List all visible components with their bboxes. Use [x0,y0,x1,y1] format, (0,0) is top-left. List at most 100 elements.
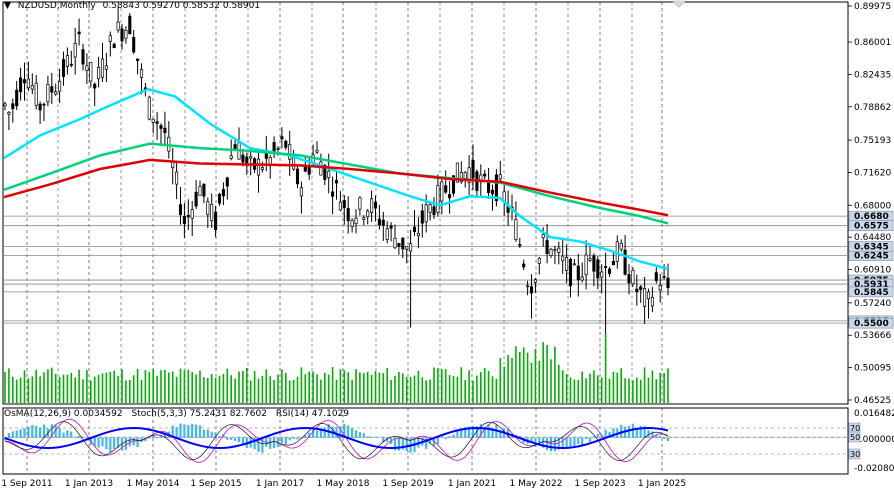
candle-body [217,193,222,204]
candle-body [77,31,81,35]
candle-body [405,245,409,250]
candle-body [194,191,198,207]
candle-body [214,211,218,231]
candle-body [580,276,584,281]
candle-body [541,234,545,239]
candle-body [319,161,323,176]
candle-body [600,271,604,278]
candle-body [108,35,112,42]
candle-body [34,82,38,106]
indicator-header: OsMA(12,26,9) 0.0034592 Stoch(5,3,3) 75.… [4,408,355,420]
candle-body [424,204,428,223]
candle-body [607,268,612,274]
candle-body [487,182,491,194]
ma-mid-line [3,142,669,225]
candle-body [229,155,233,159]
candle-body [572,263,576,266]
candle-body [498,174,502,180]
candle-body [210,203,214,222]
candle-body [292,157,296,170]
candle-body [537,258,541,264]
time-axis-label: 1 May 2014 [127,479,180,489]
price-axis-label: 0.75193 [854,136,891,146]
level-label-box [848,286,894,298]
candle-body [658,285,662,291]
time-axis-label: 1 Sep 2011 [1,479,52,489]
candle-body [155,121,159,124]
level-label: 0.6345 [854,243,889,253]
level-label: 0.6245 [854,252,889,262]
price-axis-label: 0.71620 [854,168,891,178]
candle-body [654,272,658,281]
osc-level-label: 70 [850,424,860,433]
candle-body [163,127,167,133]
price-axis-label: 0.50095 [854,364,891,374]
candle-body [440,181,444,202]
candle-body [54,91,58,95]
candle-body [666,277,670,288]
candle-body [455,162,459,183]
candle-body [147,96,151,120]
candle-body [69,63,73,66]
candle-body [389,225,393,229]
candle-body [182,216,186,224]
main-pane-frame [2,1,849,405]
candle-body [81,49,85,65]
candle-body [639,286,643,290]
time-axis-label: 1 Sep 2015 [190,479,241,489]
candle-body [611,261,615,266]
candle-body [178,204,183,215]
price-axis-label: 0.53666 [854,331,891,341]
candle-body [428,204,432,213]
candle-body [225,177,229,187]
candle-body [280,136,284,140]
collapse-arrow-icon[interactable]: ▼ [4,1,11,11]
candle-body [139,69,144,78]
level-label: 0.5845 [854,288,889,298]
candle-body [256,158,261,176]
candle-body [412,226,417,232]
candle-body [323,165,327,180]
candle-body [568,258,573,287]
candle-body [171,161,175,169]
candle-body [514,219,518,240]
price-axis-label: 0.82435 [854,70,891,80]
candle-body [358,197,362,210]
candle-body [338,201,342,211]
level-label: 0.6575 [854,222,889,232]
candle-body [385,228,389,240]
candle-body [120,28,124,42]
volume-group [4,333,669,403]
candle-body [22,79,27,84]
candle-body [650,296,654,307]
candle-body [576,265,580,281]
candle-body [38,103,42,111]
candle-body [483,173,487,177]
candle-body [420,210,424,224]
candle-body [561,255,565,262]
price-axis-label: 0.64480 [854,233,891,243]
osc-level-label: 50 [850,433,860,442]
candle-body [635,288,639,293]
candle-body [202,183,206,197]
candle-body [448,194,452,199]
candle-body [46,83,50,103]
candle-body [331,191,335,197]
indicator-pane-frame [2,407,849,475]
candle-body [409,243,413,252]
candles-group [3,6,670,396]
time-axis-label: 1 Jan 2017 [256,479,304,489]
osc-level-box [848,448,861,460]
candle-body [136,58,140,62]
candle-body [545,240,549,255]
candle-body [276,148,280,150]
price-axis-label: 0.89975 [854,2,891,12]
candle-body [190,209,194,219]
candle-body [467,167,471,183]
candle-body [662,276,666,278]
osc-axis-label: 0.000000 [854,435,894,445]
price-axis-label: 0.60910 [854,266,891,276]
